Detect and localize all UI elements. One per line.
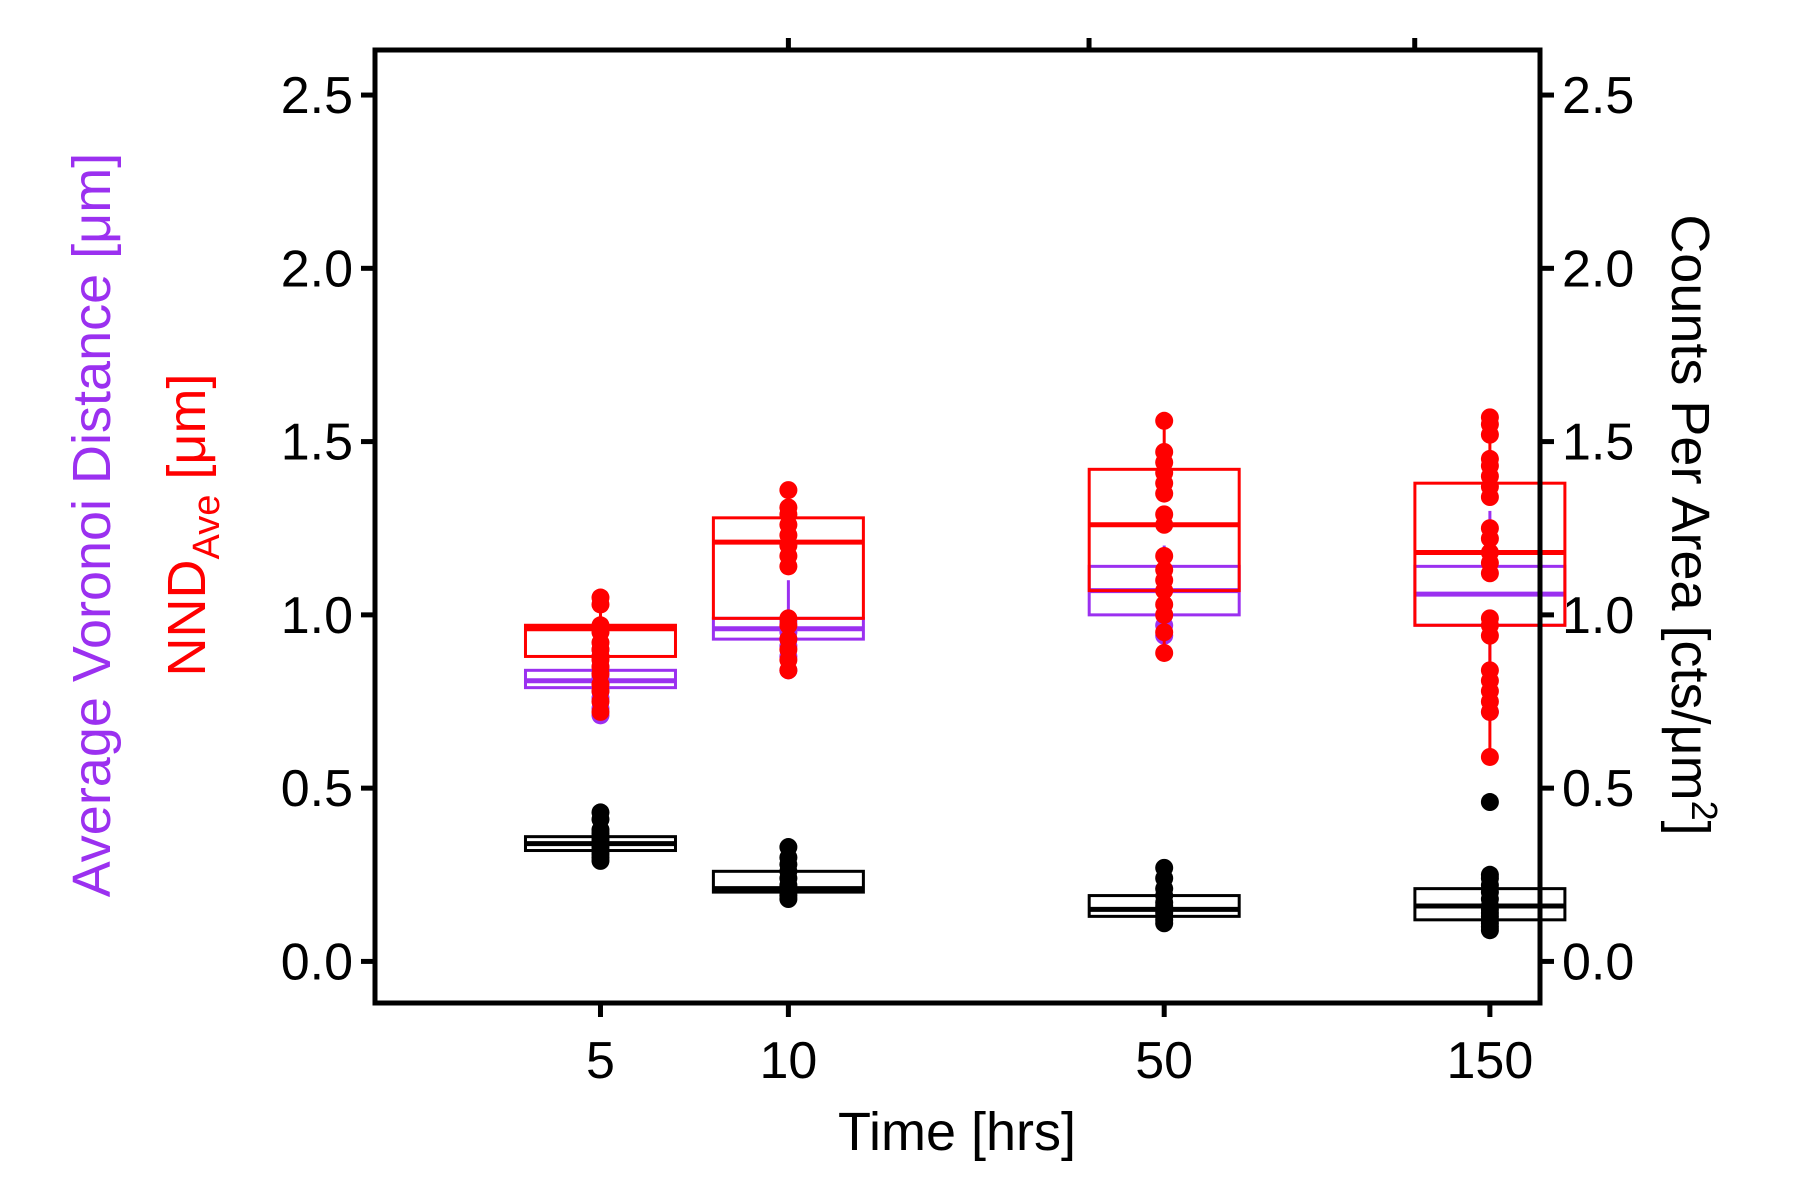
data-point [1480, 793, 1499, 812]
data-point [591, 616, 610, 635]
x-axis-label: Time [hrs] [838, 1102, 1076, 1162]
data-point [1155, 858, 1174, 877]
nnd-label-main: NND [157, 559, 217, 676]
data-point [591, 588, 610, 607]
data-point [779, 481, 798, 500]
counts-label-main: Counts Per Area [cts/μm [1660, 214, 1720, 800]
data-point [1155, 623, 1174, 642]
data-point [779, 498, 798, 517]
y-tick-label-left: 2.0 [281, 240, 353, 298]
y-tick-label-left: 0.5 [281, 760, 353, 818]
y-tick-label-right: 1.5 [1562, 414, 1634, 472]
axes: 0.0 0.0 0.5 0.5 1.0 1.0 1.5 1.5 2.0 2.0 2.5 2.5 5 10 5… [281, 38, 1634, 1090]
data-point [1480, 449, 1499, 468]
data-point [779, 630, 798, 649]
data-point [779, 838, 798, 857]
data-point [1480, 543, 1499, 562]
y-axis-label-voronoi: Average Voronoi Distance [μm] [62, 153, 122, 898]
data-point [1480, 609, 1499, 628]
nnd-label-unit: [μm] [157, 374, 217, 495]
y-tick-label-left: 1.0 [281, 587, 353, 645]
counts-label-sup: 2 [1684, 801, 1725, 821]
x-tick-label: 10 [759, 1032, 817, 1090]
x-tick-label: 50 [1135, 1032, 1193, 1090]
y-tick-label-right: 1.0 [1562, 587, 1634, 645]
y-tick-label-right: 2.5 [1562, 67, 1634, 125]
y-axis-label-counts: Counts Per Area [cts/μm2] [1660, 214, 1725, 835]
data-point [1155, 442, 1174, 461]
y-tick-label-left: 0.0 [281, 933, 353, 991]
data-point [1480, 865, 1499, 884]
y-axis-label-nnd: NNDAve [μm] [157, 374, 228, 677]
series-1 [523, 408, 1567, 766]
y-tick-label-left: 2.5 [281, 67, 353, 125]
data-point [1480, 661, 1499, 680]
data-point [1155, 595, 1174, 614]
data-point [1480, 519, 1499, 538]
data-point [1480, 747, 1499, 766]
counts-label-end: ] [1660, 821, 1720, 836]
y-tick-label-right: 2.0 [1562, 240, 1634, 298]
series-2 [523, 793, 1567, 940]
data-point [1155, 546, 1174, 565]
data-point [591, 803, 610, 822]
y-tick-label-right: 0.5 [1562, 760, 1634, 818]
data-point [1155, 643, 1174, 662]
x-tick-label: 5 [586, 1032, 615, 1090]
x-tick-label: 150 [1447, 1032, 1534, 1090]
y-tick-label-left: 1.5 [281, 414, 353, 472]
data-point [1480, 408, 1499, 427]
data-point [1155, 411, 1174, 430]
data-point [1155, 560, 1174, 579]
plot-area [523, 408, 1567, 940]
plot-frame [372, 47, 1543, 1006]
y-tick-label-right: 0.0 [1562, 933, 1634, 991]
data-point [1155, 505, 1174, 524]
data-point [779, 609, 798, 628]
series-0 [523, 510, 1567, 725]
nnd-label-sub: Ave [186, 495, 228, 560]
